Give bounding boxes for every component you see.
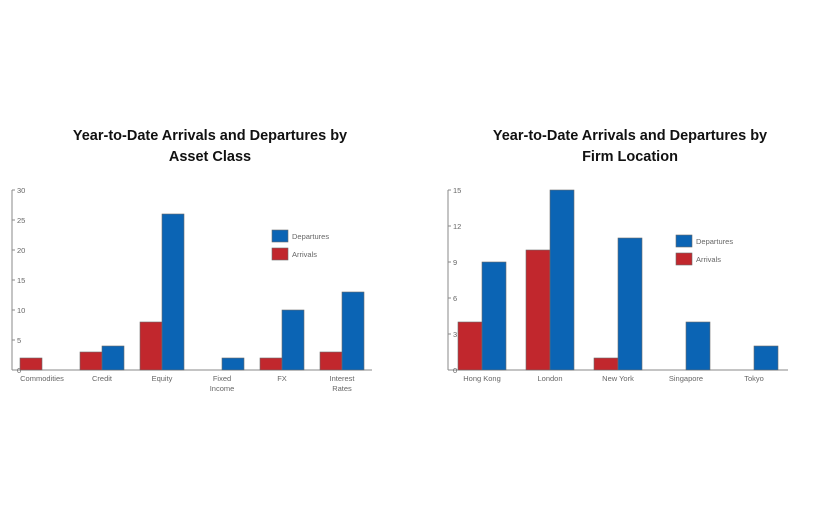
y-tick-label: 3	[453, 330, 457, 339]
x-tick-label: FX	[277, 374, 287, 383]
bar-departures	[221, 357, 245, 371]
y-tick-label: 0	[453, 366, 457, 375]
legend-label: Departures	[696, 237, 733, 246]
y-tick-label: 15	[17, 276, 25, 285]
bar-departures	[481, 261, 507, 371]
y-tick-label: 9	[453, 258, 457, 267]
y-tick-label: 15	[453, 186, 461, 195]
bar-arrivals	[259, 357, 283, 371]
chart-firm-location: Year-to-Date Arrivals and Departures by …	[420, 0, 840, 525]
x-tick-label: Singapore	[669, 374, 703, 383]
x-tick-label: London	[537, 374, 562, 383]
chart-title: Year-to-Date Arrivals and Departures by …	[492, 128, 768, 165]
legend-swatch-arrivals	[271, 247, 289, 261]
chart-plot-area: 0 3 6 9 12 15 Hong Kong London New York Singapore…	[447, 186, 788, 383]
legend-label: Arrivals	[696, 255, 721, 264]
x-tick-label: New York	[602, 374, 634, 383]
x-tick-label: Fixed Income	[210, 374, 235, 393]
bar-arrivals	[139, 321, 163, 371]
x-tick-label: Credit	[92, 374, 113, 383]
y-tick-label: 30	[17, 186, 25, 195]
x-tick-label: Commodities	[20, 374, 64, 383]
bar-arrivals	[525, 249, 551, 371]
x-tick-label: Interest Rates	[329, 374, 355, 393]
bar-arrivals	[79, 351, 103, 371]
y-tick-label: 10	[17, 306, 25, 315]
bar-arrivals	[593, 357, 619, 371]
y-tick-label: 5	[17, 336, 21, 345]
bar-departures	[617, 237, 643, 371]
bar-arrivals	[319, 351, 343, 371]
legend-swatch-departures	[271, 229, 289, 243]
bar-arrivals	[19, 357, 43, 371]
x-tick-label: Hong Kong	[463, 374, 501, 383]
legend-label: Departures	[292, 232, 329, 241]
bar-arrivals	[457, 321, 483, 371]
legend-label: Arrivals	[292, 250, 317, 259]
legend-swatch-departures	[675, 234, 693, 248]
y-tick-label: 12	[453, 222, 461, 231]
chart-title: Year-to-Date Arrivals and Departures by …	[72, 128, 348, 165]
bar-departures	[161, 213, 185, 371]
legend: Departures Arrivals	[271, 229, 329, 261]
bar-departures	[281, 309, 305, 371]
bar-departures	[685, 321, 711, 371]
y-tick-label: 20	[17, 246, 25, 255]
y-tick-label: 25	[17, 216, 25, 225]
chart-asset-class: Year-to-Date Arrivals and Departures by …	[11, 128, 372, 393]
chart-plot-area: 0 5 10 15 20 25 30 Commodities Credit Equity Fixed…	[11, 186, 372, 393]
x-tick-label: Equity	[152, 374, 173, 383]
x-tick-label: Tokyo	[744, 374, 764, 383]
legend-swatch-arrivals	[675, 252, 693, 266]
bar-departures	[341, 291, 365, 371]
y-tick-label: 6	[453, 294, 457, 303]
bar-departures	[101, 345, 125, 371]
y-tick-label: 0	[17, 366, 21, 375]
bar-departures	[753, 345, 779, 371]
legend: Departures Arrivals	[675, 234, 733, 266]
bar-departures	[549, 189, 575, 371]
